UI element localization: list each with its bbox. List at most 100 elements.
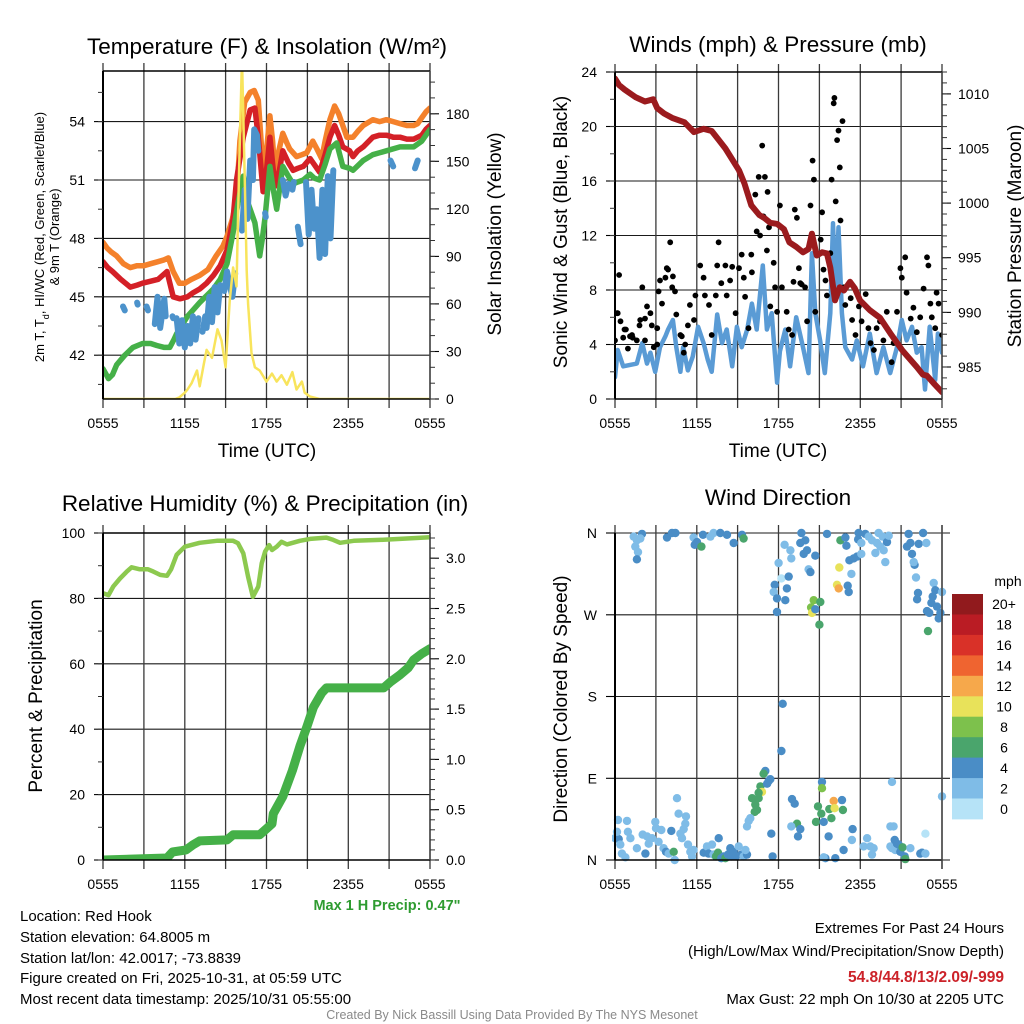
gust-point (783, 308, 790, 315)
gust-point (873, 325, 880, 332)
series-solar-insolation (103, 71, 430, 399)
winds-chart-title: Winds (mph) & Pressure (mb) (629, 32, 927, 57)
gust-point (617, 318, 624, 325)
station-latlon: Station lat/lon: 42.0017; -73.8839 (20, 950, 241, 967)
gust-point (767, 303, 774, 310)
gust-point (774, 308, 780, 315)
wind-direction-point (830, 804, 839, 813)
plot-area (103, 535, 430, 860)
gust-point (907, 315, 914, 322)
gust-point (647, 310, 654, 317)
station-location: Location: Red Hook (20, 908, 152, 925)
series-station-pressure (615, 75, 942, 396)
gust-point (779, 284, 785, 291)
colorbar-swatch (952, 716, 983, 738)
gust-point (770, 259, 777, 266)
wind-direction-point (651, 817, 660, 827)
temperature-panel: Temperature (F) & Insolation (W/m²) 2m T… (32, 34, 506, 462)
gust-point (655, 288, 662, 295)
gust-point (811, 176, 817, 183)
gust-point (732, 310, 739, 317)
wind-direction-point (698, 530, 708, 539)
temperature-x-axis-label: Time (UTC) (218, 441, 317, 462)
wind-direction-point (867, 850, 877, 859)
gust-point (830, 100, 837, 107)
y2-tick-label: 150 (446, 153, 470, 169)
wind-direction-point (647, 834, 657, 843)
colorbar-swatch (952, 696, 983, 718)
gust-point (639, 284, 646, 291)
wind-direction-panel: Wind Direction Direction (Colored By Spe… (551, 485, 1022, 892)
gust-point (925, 262, 932, 269)
wind-direction-point (747, 794, 757, 803)
x-tick-label: 0555 (87, 415, 118, 431)
wind-direction-point (859, 842, 868, 851)
wind-direction-point (839, 845, 848, 855)
y2-tick-label: 995 (958, 250, 982, 266)
wind-direction-point (632, 555, 642, 564)
gust-point (665, 266, 671, 273)
wind-direction-point (802, 546, 812, 555)
humidity-precip-panel: Relative Humidity (%) & Precipitation (i… (26, 491, 468, 914)
hi-wc-segment (173, 313, 202, 351)
wind-direction-point (898, 843, 907, 852)
wind-direction-point (931, 586, 940, 595)
y-tick-label: N (587, 852, 597, 868)
gust-point (745, 325, 752, 332)
y-tick-label: 20 (69, 787, 85, 803)
wind-direction-point (681, 812, 691, 821)
y-tick-label: 100 (62, 525, 86, 541)
winds-y-axis-label: Sonic Wind & Gust (Blue, Black) (551, 96, 572, 368)
wind-direction-point (778, 699, 787, 708)
gust-point (629, 334, 636, 341)
gust-point (682, 341, 689, 348)
gust-point (898, 274, 905, 281)
gust-point (742, 293, 748, 300)
y-tick-label: 24 (581, 64, 597, 80)
gust-point (897, 265, 904, 272)
wind-direction-point (909, 557, 918, 567)
y-tick-label: 60 (69, 656, 85, 672)
y2-tick-label: 30 (446, 344, 462, 360)
gust-point (837, 217, 844, 224)
colorbar-label: 18 (996, 617, 1012, 633)
y-tick-label: N (587, 525, 597, 541)
gust-point (620, 334, 627, 341)
gust-point (852, 332, 859, 338)
x-tick-label: 1755 (251, 415, 282, 431)
gust-point (654, 325, 661, 332)
wind-direction-point (822, 529, 832, 539)
x-tick-label: 1755 (763, 876, 794, 892)
colorbar-label: 14 (996, 658, 1012, 674)
y-tick-label: 45 (69, 289, 85, 305)
gust-point (913, 329, 920, 336)
gust-point (817, 236, 824, 243)
colorbar-label: 0 (1000, 801, 1008, 817)
wind-direction-point (654, 837, 663, 846)
gust-point (712, 292, 719, 299)
y-tick-label: 16 (581, 173, 597, 189)
hi-wc-segment (134, 299, 141, 308)
wind-direction-point (928, 592, 937, 601)
gust-point (839, 118, 846, 124)
gust-point (753, 228, 760, 235)
wind-direction-point (817, 777, 827, 787)
wind-direction-point (817, 809, 826, 818)
wind-direction-point (841, 533, 850, 542)
wind-direction-point (923, 626, 933, 636)
wind-direction-point (827, 814, 836, 823)
colorbar-swatch (952, 798, 983, 820)
gust-point (842, 302, 849, 308)
x-tick-label: 2355 (845, 415, 876, 431)
gust-point (928, 314, 935, 321)
series-sonic-wind (615, 220, 942, 392)
wind-direction-point (869, 844, 878, 853)
hi-wc-segment (294, 223, 304, 248)
wind-direction-point (689, 845, 698, 855)
wind-direction-point (641, 849, 650, 858)
gust-point (867, 340, 874, 346)
wind-direction-point (681, 819, 690, 828)
gust-point (932, 325, 939, 332)
wind-direction-point (762, 779, 772, 788)
